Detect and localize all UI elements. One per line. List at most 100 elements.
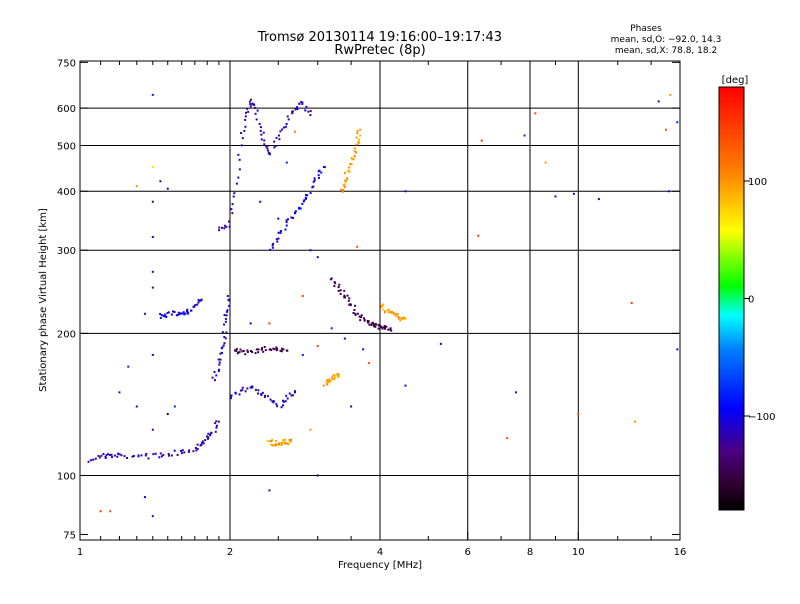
- echo-point: [285, 161, 288, 164]
- echo-point: [171, 310, 174, 313]
- echo-point: [355, 143, 358, 146]
- echo-point: [311, 186, 314, 189]
- echo-point: [285, 219, 288, 222]
- echo-point: [143, 312, 146, 315]
- echo-point: [284, 400, 287, 403]
- echo-point: [242, 349, 245, 352]
- echo-point: [268, 489, 271, 492]
- echo-point: [230, 208, 233, 211]
- echo-point: [197, 298, 200, 301]
- echo-point: [232, 195, 235, 198]
- echo-point: [333, 281, 336, 284]
- echo-point: [301, 353, 304, 356]
- echo-point: [288, 438, 291, 441]
- echo-point: [377, 324, 380, 327]
- echo-point: [224, 320, 227, 323]
- echo-point: [389, 328, 392, 331]
- echo-point: [266, 144, 269, 147]
- echo-point: [111, 456, 114, 459]
- minor-ticks: [100, 61, 652, 540]
- echo-point: [186, 308, 189, 311]
- chart-subtitle: RwPretec (8p): [334, 43, 425, 58]
- echo-point: [281, 128, 284, 131]
- echo-point: [657, 100, 660, 103]
- echo-point: [269, 348, 272, 351]
- echo-point: [94, 457, 97, 460]
- echo-point: [286, 115, 289, 118]
- echo-point: [318, 169, 321, 172]
- echo-point: [90, 459, 93, 462]
- echo-point: [353, 155, 356, 158]
- echo-point: [282, 439, 285, 442]
- echo-point: [282, 399, 285, 402]
- echo-point: [262, 131, 265, 134]
- echo-point: [244, 353, 247, 356]
- echo-point: [354, 304, 357, 307]
- echo-point: [154, 452, 157, 455]
- echo-point: [359, 316, 362, 319]
- echo-point: [246, 349, 249, 352]
- y-tick-label: 200: [57, 329, 76, 340]
- echo-point: [200, 443, 203, 446]
- echo-point: [135, 405, 138, 408]
- echo-point: [237, 176, 240, 179]
- x-tick-label: 8: [527, 547, 533, 558]
- echo-point: [316, 256, 319, 259]
- echo-point: [240, 131, 243, 134]
- echo-point: [274, 145, 277, 148]
- echo-point: [348, 166, 351, 169]
- echo-point: [389, 327, 392, 330]
- echo-point: [337, 289, 340, 292]
- echo-point: [269, 440, 272, 443]
- echo-point: [667, 190, 670, 193]
- echo-point: [323, 166, 326, 169]
- echo-point: [233, 192, 236, 195]
- echo-point: [173, 310, 176, 313]
- echo-point: [275, 346, 278, 349]
- echo-point: [275, 403, 278, 406]
- y-tick-label: 750: [57, 58, 76, 69]
- echo-point: [221, 226, 224, 229]
- echo-point: [235, 348, 238, 351]
- echo-point: [87, 460, 90, 463]
- echo-point: [333, 285, 336, 288]
- echo-point: [362, 348, 365, 351]
- echo-point: [353, 308, 356, 311]
- echo-point: [304, 196, 307, 199]
- echo-point: [285, 349, 288, 352]
- echo-point: [398, 317, 401, 320]
- y-axis-ticks: 75 100 200 300 400 500 600 750: [57, 58, 680, 541]
- echo-point: [359, 134, 362, 137]
- echo-point: [390, 311, 393, 314]
- echo-point: [322, 384, 325, 387]
- echo-point: [117, 452, 120, 455]
- echo-point: [287, 442, 290, 445]
- echo-point: [116, 455, 119, 458]
- y-tick-label: 75: [63, 530, 76, 541]
- echo-point: [301, 202, 304, 205]
- echo-point: [104, 455, 107, 458]
- echo-point: [246, 107, 249, 110]
- echo-point: [254, 106, 257, 109]
- echo-point: [223, 342, 226, 345]
- echo-point: [291, 394, 294, 397]
- echo-point: [337, 375, 340, 378]
- echo-point: [126, 456, 129, 459]
- echo-point: [506, 437, 509, 440]
- echo-point: [187, 312, 190, 315]
- echo-point: [257, 351, 260, 354]
- colorbar-tick-label: 0: [748, 295, 754, 306]
- echo-point: [301, 101, 304, 104]
- echo-point: [223, 314, 226, 317]
- echo-point: [279, 349, 282, 352]
- echo-point: [349, 304, 352, 307]
- echo-point: [254, 112, 257, 115]
- echo-point: [159, 180, 162, 183]
- echo-point: [367, 362, 370, 365]
- echo-point: [227, 220, 230, 223]
- echo-point: [226, 309, 229, 312]
- echo-point: [151, 286, 154, 289]
- echo-point: [309, 428, 312, 431]
- echo-point: [263, 345, 266, 348]
